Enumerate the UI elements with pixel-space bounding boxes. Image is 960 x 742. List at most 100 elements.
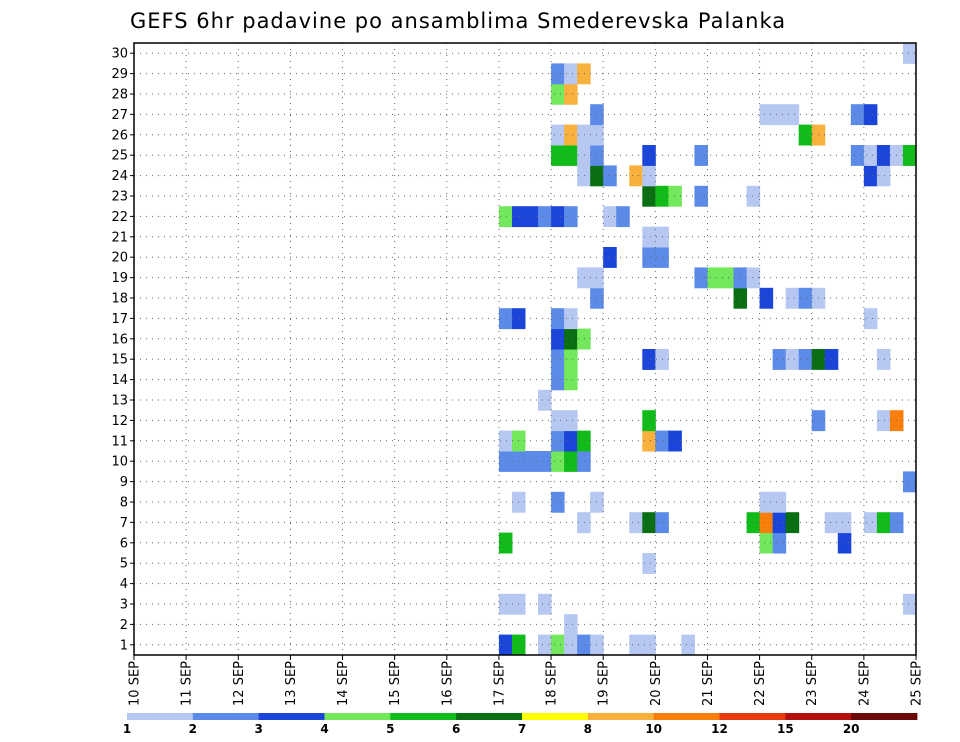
heatmap-cell bbox=[720, 267, 735, 289]
x-tick-label: 21 SEP bbox=[701, 661, 716, 706]
legend-swatch bbox=[522, 713, 589, 720]
legend-swatch bbox=[719, 713, 786, 720]
x-tick-label: 10 SEP bbox=[128, 661, 143, 706]
y-tick-label: 16 bbox=[111, 332, 128, 347]
y-tick-label: 19 bbox=[111, 271, 128, 286]
y-tick-label: 22 bbox=[111, 210, 128, 225]
heatmap-cell bbox=[681, 634, 695, 656]
y-tick-label: 18 bbox=[111, 292, 128, 307]
heatmap-cell bbox=[551, 369, 565, 391]
y-tick-label: 23 bbox=[111, 190, 128, 205]
heatmap-cell bbox=[551, 308, 565, 330]
heatmap-cell bbox=[564, 614, 578, 636]
legend-label: 4 bbox=[320, 722, 328, 736]
heatmap-cell bbox=[694, 267, 708, 289]
heatmap-cell bbox=[707, 267, 721, 289]
heatmap-cell bbox=[642, 349, 656, 370]
heatmap-cell bbox=[642, 634, 656, 656]
y-tick-label: 10 bbox=[111, 455, 128, 470]
heatmap-cell bbox=[850, 104, 865, 126]
heatmap-cell bbox=[850, 145, 865, 166]
heatmap-cell bbox=[564, 308, 578, 330]
heatmap-cell bbox=[863, 165, 878, 187]
heatmap-cell bbox=[538, 593, 552, 615]
heatmap-cell bbox=[772, 104, 787, 126]
heatmap-cell bbox=[551, 634, 565, 656]
legend-label: 8 bbox=[584, 722, 592, 736]
heatmap-cell bbox=[759, 287, 774, 309]
y-tick-label: 1 bbox=[120, 638, 128, 653]
legend-swatch bbox=[851, 713, 918, 720]
y-tick-label: 17 bbox=[111, 312, 128, 327]
x-tick-label: 12 SEP bbox=[232, 661, 247, 706]
y-tick-label: 4 bbox=[120, 577, 128, 592]
heatmap-cell bbox=[824, 512, 839, 534]
grid-lines bbox=[133, 43, 917, 655]
heatmap-cell bbox=[876, 410, 891, 432]
x-tick-label: 22 SEP bbox=[753, 661, 768, 706]
heatmap-cell bbox=[551, 410, 565, 432]
heatmap-cell bbox=[746, 185, 761, 207]
heatmap-cell bbox=[551, 83, 565, 105]
heatmap-cell bbox=[902, 145, 917, 166]
heatmap-cell bbox=[525, 206, 539, 228]
heatmap-cell bbox=[863, 512, 878, 534]
heatmap-cell bbox=[564, 451, 578, 472]
heatmap-cell bbox=[694, 145, 708, 166]
x-tick-label: 16 SEP bbox=[440, 661, 455, 706]
y-axis: 1234567891011121314151617181920212223242… bbox=[111, 47, 134, 653]
x-tick-label: 24 SEP bbox=[857, 661, 872, 706]
heatmap-cell bbox=[525, 451, 539, 472]
y-tick-label: 2 bbox=[120, 618, 128, 633]
legend-label: 2 bbox=[189, 722, 197, 736]
y-tick-label: 5 bbox=[120, 557, 128, 572]
x-axis: 10 SEP 11 SEP 12 SEP 13 SEP 14 SEP 15 SEP 16 S… bbox=[128, 655, 925, 706]
legend-label: 7 bbox=[518, 722, 526, 736]
heatmap-cell bbox=[876, 145, 891, 166]
heatmap-cell bbox=[577, 165, 591, 187]
heatmap-cell bbox=[538, 451, 552, 472]
heatmap-cell bbox=[785, 104, 800, 126]
heatmap-cell bbox=[772, 512, 787, 534]
legend-label: 10 bbox=[645, 722, 662, 736]
x-tick-label: 11 SEP bbox=[180, 661, 195, 706]
heatmap-cell bbox=[837, 532, 852, 554]
legend-label: 5 bbox=[386, 722, 394, 736]
heatmap-cell bbox=[564, 369, 578, 391]
heatmap-cell bbox=[538, 206, 552, 228]
heatmap-cell bbox=[564, 63, 578, 85]
x-tick-label: 13 SEP bbox=[284, 661, 299, 706]
heatmap-cell bbox=[538, 389, 552, 411]
legend-swatch bbox=[192, 713, 260, 720]
heatmap-cell bbox=[902, 593, 917, 615]
x-tick-label: 23 SEP bbox=[805, 661, 820, 706]
heatmap-cell bbox=[577, 145, 591, 166]
heatmap-cell bbox=[642, 145, 656, 166]
heatmap-cell bbox=[551, 451, 565, 472]
y-tick-label: 25 bbox=[111, 149, 128, 164]
heatmap-cell bbox=[577, 267, 591, 289]
heatmap-cell bbox=[498, 532, 513, 554]
heatmap-cell bbox=[577, 634, 591, 656]
y-tick-label: 21 bbox=[111, 230, 128, 245]
x-tick-label: 17 SEP bbox=[492, 661, 507, 706]
heatmap-cell bbox=[551, 145, 565, 166]
legend-swatch bbox=[390, 713, 457, 720]
heatmap-cell bbox=[551, 430, 565, 452]
heatmap-cell bbox=[577, 451, 591, 472]
legend-label: 3 bbox=[254, 722, 262, 736]
heatmap-cell bbox=[759, 491, 774, 513]
y-tick-label: 8 bbox=[120, 496, 128, 511]
heatmap-cell bbox=[876, 165, 891, 187]
heatmap-cell bbox=[603, 165, 617, 187]
heatmap-cell bbox=[798, 287, 813, 309]
y-tick-label: 20 bbox=[111, 251, 128, 266]
heatmap-cell bbox=[772, 491, 787, 513]
heatmap-cell bbox=[759, 512, 774, 534]
heatmap-cell bbox=[498, 451, 513, 472]
heatmap-cell bbox=[876, 512, 891, 534]
heatmap-cell bbox=[902, 471, 917, 493]
y-tick-label: 28 bbox=[111, 88, 128, 103]
heatmap-cell bbox=[863, 145, 878, 166]
heatmap-cell bbox=[564, 206, 578, 228]
